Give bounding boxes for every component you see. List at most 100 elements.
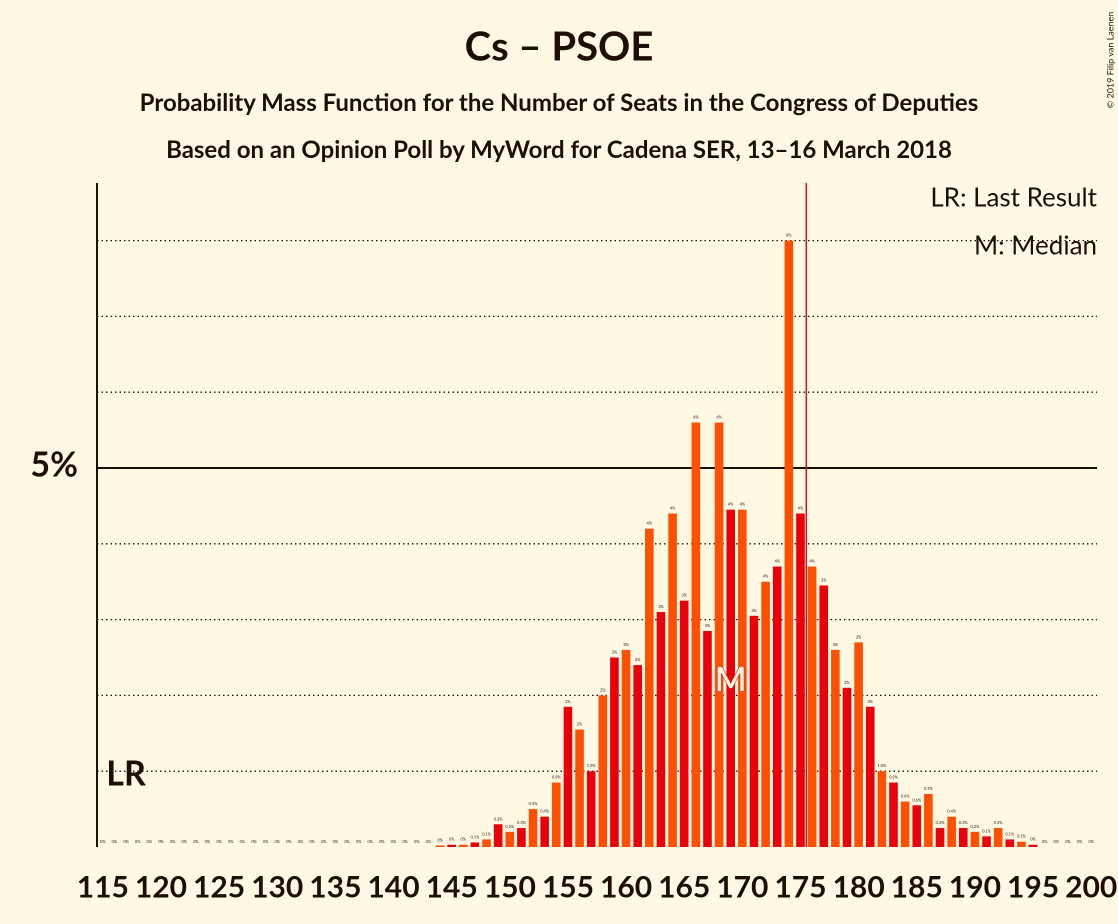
data-label: 0% — [193, 839, 199, 844]
bar — [924, 793, 933, 847]
y-tick-label: 5% — [30, 444, 78, 485]
data-label: 0.1% — [482, 831, 492, 836]
data-label: 0% — [1042, 839, 1048, 844]
data-label: 0% — [298, 839, 304, 844]
data-label: 0.4% — [540, 809, 550, 814]
bar — [703, 630, 712, 847]
bar — [970, 831, 980, 847]
data-label: 0.4% — [947, 809, 957, 814]
bar — [575, 729, 584, 847]
data-label: 0% — [426, 839, 432, 844]
median-marker: M — [715, 659, 747, 700]
bar — [621, 649, 631, 847]
data-label: 0.2% — [505, 824, 515, 829]
data-label: 0% — [333, 839, 339, 844]
bar — [982, 836, 991, 847]
data-label: 0% — [461, 837, 467, 842]
data-label: 0% — [181, 839, 187, 844]
bar — [435, 845, 445, 847]
data-label: 3% — [705, 623, 711, 628]
bar — [900, 801, 910, 847]
data-label: 0.1% — [1017, 834, 1027, 839]
data-label: 0.1% — [982, 828, 992, 833]
data-label: 0% — [1077, 839, 1083, 844]
data-label: 0% — [205, 839, 211, 844]
x-tick-label: 120 — [135, 869, 187, 905]
data-label: 0.9% — [889, 775, 899, 780]
bar — [714, 422, 724, 847]
data-label: 2% — [565, 699, 571, 704]
bar — [1028, 844, 1038, 847]
data-label: 0% — [379, 839, 385, 844]
x-tick-label: 165 — [658, 869, 710, 905]
data-label: 0% — [251, 839, 257, 844]
legend-entry: LR: Last Result — [930, 181, 1097, 213]
copyright: © 2019 Filip van Laenen — [1104, 12, 1115, 109]
data-label: 0% — [356, 839, 362, 844]
bar — [749, 615, 759, 847]
data-label: 0% — [240, 839, 246, 844]
bar — [784, 240, 794, 847]
data-label: 3% — [658, 604, 664, 609]
x-tick-label: 140 — [367, 869, 419, 905]
data-label: 3% — [821, 578, 827, 583]
x-tick-label: 170 — [716, 869, 768, 905]
data-label: 0% — [344, 839, 350, 844]
data-label: 4% — [647, 521, 653, 526]
chart-subtitle: Probability Mass Function for the Number… — [140, 88, 979, 117]
data-label: 0.3% — [494, 816, 504, 821]
bar — [831, 649, 840, 847]
data-label: 0.2% — [971, 824, 981, 829]
data-label: 8% — [786, 233, 792, 238]
data-label: 0% — [147, 839, 153, 844]
data-label: 0% — [135, 839, 141, 844]
bar — [552, 782, 561, 847]
x-tick-label: 135 — [309, 869, 361, 905]
bar — [772, 566, 782, 847]
data-label: 2% — [635, 657, 641, 662]
chart-subtitle: Based on an Opinion Poll by MyWord for C… — [166, 135, 952, 164]
bar — [761, 581, 770, 847]
bar — [1005, 839, 1015, 847]
data-label: 4% — [774, 559, 780, 564]
bar — [447, 844, 456, 847]
data-label: 0.3% — [936, 820, 946, 825]
data-label: 1.0% — [587, 763, 597, 768]
chart-title: Cs – PSOE — [465, 21, 654, 69]
data-label: 4% — [763, 574, 769, 579]
x-tick-label: 200 — [1065, 869, 1117, 905]
bar — [505, 831, 515, 847]
bar — [668, 513, 677, 847]
data-label: 3% — [751, 608, 757, 613]
bar — [528, 809, 538, 847]
data-label: 0% — [1088, 839, 1094, 844]
data-label: 3% — [833, 642, 839, 647]
x-tick-label: 185 — [891, 869, 943, 905]
x-tick-label: 190 — [949, 869, 1001, 905]
data-label: 0% — [414, 839, 420, 844]
bar — [947, 816, 956, 847]
data-label: 6% — [693, 415, 699, 420]
data-label: 4% — [728, 502, 734, 507]
x-tick-label: 145 — [426, 869, 478, 905]
data-label: 4% — [798, 505, 804, 510]
data-label: 0% — [1054, 839, 1060, 844]
bar — [726, 509, 736, 847]
data-label: 0% — [321, 839, 327, 844]
bar — [1017, 841, 1026, 847]
bar — [935, 828, 945, 847]
data-label: 3% — [856, 634, 862, 639]
bar — [598, 695, 608, 847]
bar — [854, 642, 863, 847]
last-result-marker: LR — [106, 753, 146, 794]
data-label: 0.9% — [552, 775, 562, 780]
bar — [993, 828, 1003, 847]
data-label: 3% — [612, 650, 618, 655]
data-label: 6% — [716, 415, 722, 420]
x-tick-label: 115 — [77, 869, 129, 905]
bar — [679, 600, 689, 847]
data-label: 0% — [216, 839, 222, 844]
data-label: 4% — [740, 502, 746, 507]
data-label: 0.5% — [529, 801, 539, 806]
